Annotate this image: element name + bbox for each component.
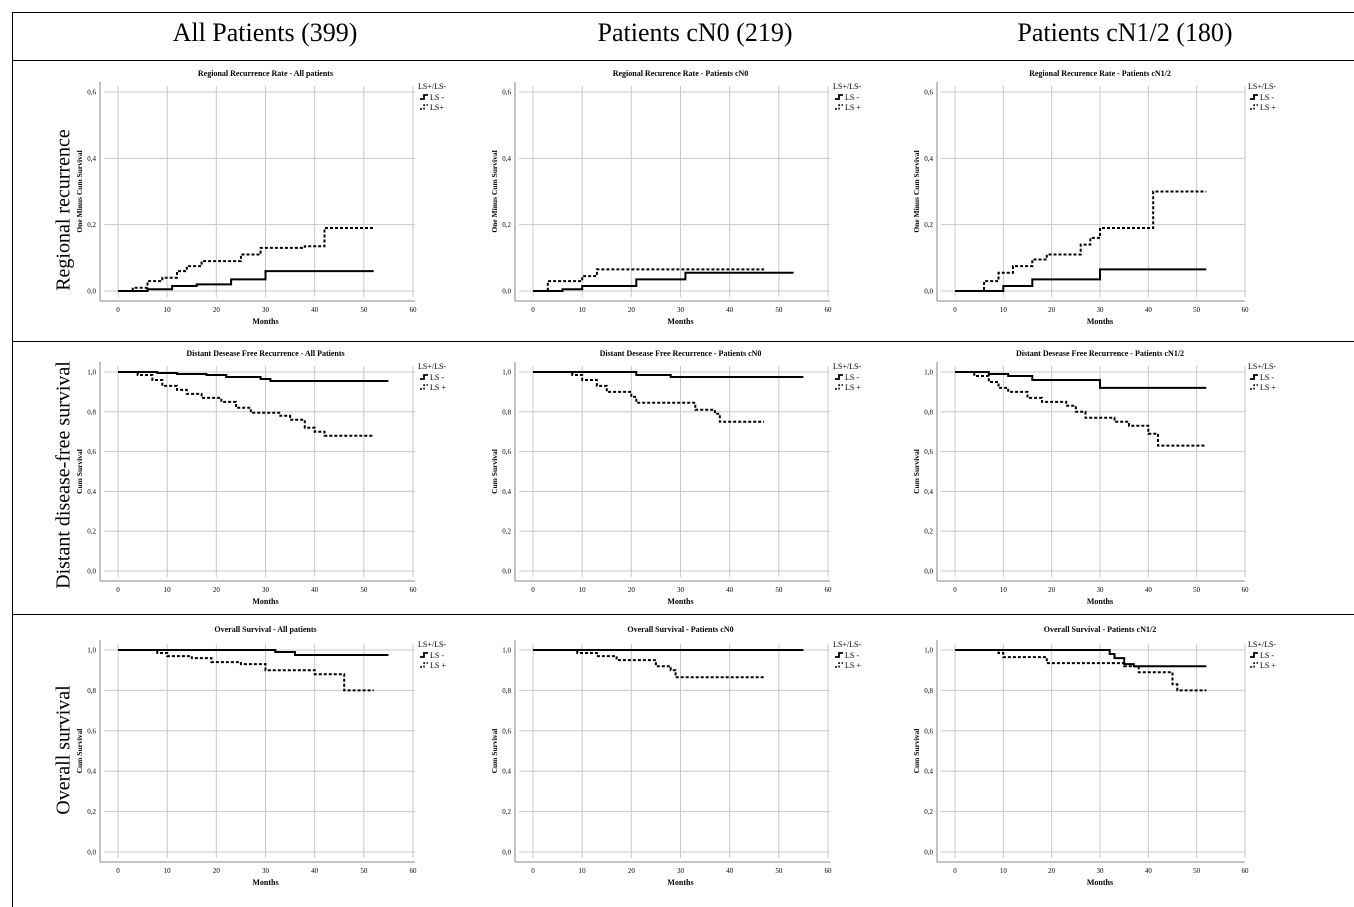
divider-row-2	[12, 614, 1354, 615]
column-header-cn12: Patients cN1/2 (180)	[1017, 18, 1233, 47]
divider-header	[12, 60, 1354, 61]
row-header-regional: Regional recurrence	[52, 129, 75, 291]
figure-frame	[12, 12, 1354, 907]
row-header-distant: Distant disease-free survival	[52, 361, 75, 589]
column-header-all: All Patients (399)	[172, 18, 358, 47]
row-header-overall: Overall survival	[52, 685, 75, 815]
divider-row-1	[12, 341, 1354, 342]
column-header-cn0: Patients cN0 (219)	[597, 18, 793, 47]
